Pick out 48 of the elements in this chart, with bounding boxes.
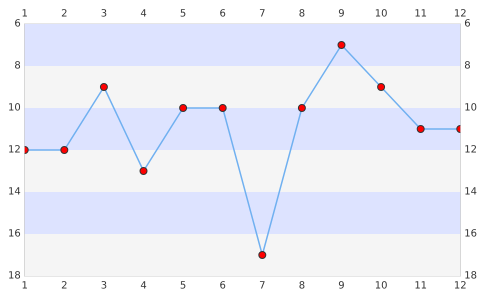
x2-tick-label: 2 [61,8,68,20]
x-tick-label: 2 [61,280,68,292]
point [416,125,425,133]
point [377,83,386,91]
y2-tick-label: 10 [464,102,478,114]
point [60,146,68,154]
point [258,251,266,259]
x-tick-label: 10 [374,280,388,292]
x2-tick-label: 9 [338,8,345,20]
point [100,83,108,91]
y2-tick-label: 12 [464,144,478,156]
x-tick-label: 4 [140,280,147,292]
y-tick-label: 10 [8,102,21,114]
y2-tick-label: 6 [464,18,471,30]
y-tick-label: 12 [8,144,21,156]
x-tick-label: 1 [22,280,28,292]
y2-tick-label: 8 [464,60,471,72]
x-tick-label: 9 [338,280,345,292]
y2-tick-label: 14 [464,186,478,198]
y-tick-label: 6 [14,18,21,30]
y-tick-label: 8 [14,60,21,72]
x-tick-label: 12 [454,280,467,292]
x-tick-label: 7 [259,280,266,292]
point [179,104,188,112]
x2-tick-label: 3 [100,8,108,20]
x2-tick-label: 12 [454,8,467,20]
y-tick-label: 14 [8,186,21,198]
x2-tick-label: 10 [374,8,388,20]
x-tick-label: 3 [100,280,108,292]
x2-tick-label: 11 [414,8,428,20]
point [298,104,306,112]
point [218,104,227,112]
x2-tick-label: 4 [140,8,147,20]
x2-tick-label: 1 [22,8,28,20]
x2-tick-label: 7 [259,8,266,20]
x-tick-label: 8 [298,280,306,292]
y-tick-label: 16 [8,228,21,240]
x-tick-label: 11 [414,280,428,292]
y-tick-label: 18 [8,270,21,282]
x2-tick-label: 6 [220,8,226,20]
x2-tick-label: 5 [180,8,186,20]
y2-tick-label: 18 [464,270,478,282]
x-tick-label: 6 [220,280,226,292]
x2-tick-label: 8 [298,8,306,20]
y2-tick-label: 16 [464,228,478,240]
x-tick-label: 5 [180,280,186,292]
point [140,167,148,175]
point [337,41,346,49]
